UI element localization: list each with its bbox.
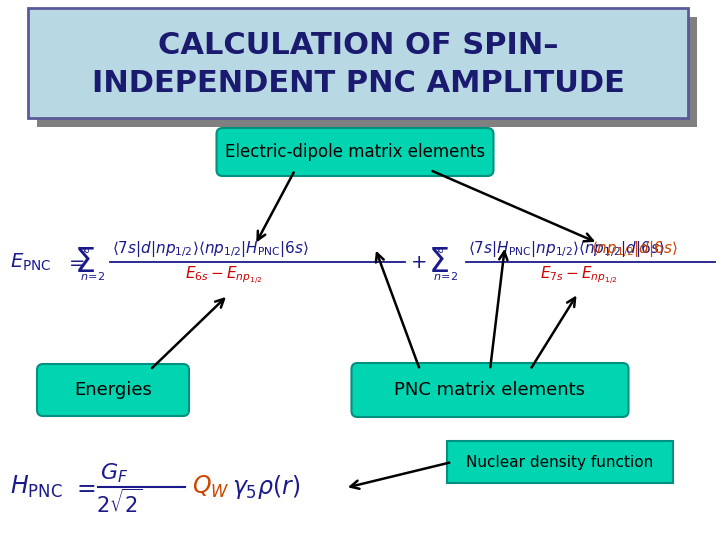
Text: Nuclear density function: Nuclear density function [467,455,654,469]
Text: Energies: Energies [74,381,152,399]
FancyBboxPatch shape [28,8,688,118]
Text: $\gamma_5\rho(r)$: $\gamma_5\rho(r)$ [232,473,300,501]
Text: $\infty$: $\infty$ [78,243,90,257]
FancyBboxPatch shape [37,364,189,416]
Text: $n\!=\!2$: $n\!=\!2$ [433,270,458,282]
Text: PNC matrix elements: PNC matrix elements [395,381,585,399]
Text: $=$: $=$ [65,253,85,272]
Text: $\Sigma$: $\Sigma$ [428,246,449,279]
Text: $+$: $+$ [410,253,426,272]
Text: $\mathit{H}_{\rm PNC}$: $\mathit{H}_{\rm PNC}$ [10,474,63,500]
Text: $\mathit{G}_F$: $\mathit{G}_F$ [100,461,128,485]
FancyBboxPatch shape [37,17,697,127]
Text: Electric-dipole matrix elements: Electric-dipole matrix elements [225,143,485,161]
Text: $2\sqrt{2}$: $2\sqrt{2}$ [96,489,142,517]
Text: $\langle 7s|H_{\rm PNC}|\mathit{np}_{1/2}\rangle\langle \mathit{np}_{1/2}|d|6s\r: $\langle 7s|H_{\rm PNC}|\mathit{np}_{1/2… [468,239,665,259]
Text: $\langle\mathit{np}_{1/2}|d|6s\rangle$: $\langle\mathit{np}_{1/2}|d|6s\rangle$ [591,239,678,259]
Text: $\mathit{E}_{\rm PNC}$: $\mathit{E}_{\rm PNC}$ [10,251,52,273]
Text: $n\!=\!2$: $n\!=\!2$ [80,270,105,282]
Text: $\langle 7s|d|\mathit{np}_{1/2}\rangle\langle \mathit{np}_{1/2}|H_{\rm PNC}|6s\r: $\langle 7s|d|\mathit{np}_{1/2}\rangle\l… [112,239,309,259]
Text: $\mathit{E}_{6s} - \mathit{E}_{np_{1/2}}$: $\mathit{E}_{6s} - \mathit{E}_{np_{1/2}}… [185,265,262,287]
Text: INDEPENDENT PNC AMPLITUDE: INDEPENDENT PNC AMPLITUDE [91,69,624,98]
FancyBboxPatch shape [351,363,629,417]
FancyBboxPatch shape [217,128,493,176]
Text: CALCULATION OF SPIN–: CALCULATION OF SPIN– [158,31,558,60]
Text: $=$: $=$ [72,475,96,499]
Text: $\mathit{Q}_W$: $\mathit{Q}_W$ [192,474,230,500]
Text: $\infty$: $\infty$ [432,243,444,257]
Text: $\Sigma$: $\Sigma$ [74,246,95,279]
FancyBboxPatch shape [447,441,673,483]
Text: $\mathit{E}_{7s} - \mathit{E}_{np_{1/2}}$: $\mathit{E}_{7s} - \mathit{E}_{np_{1/2}}… [540,265,617,287]
